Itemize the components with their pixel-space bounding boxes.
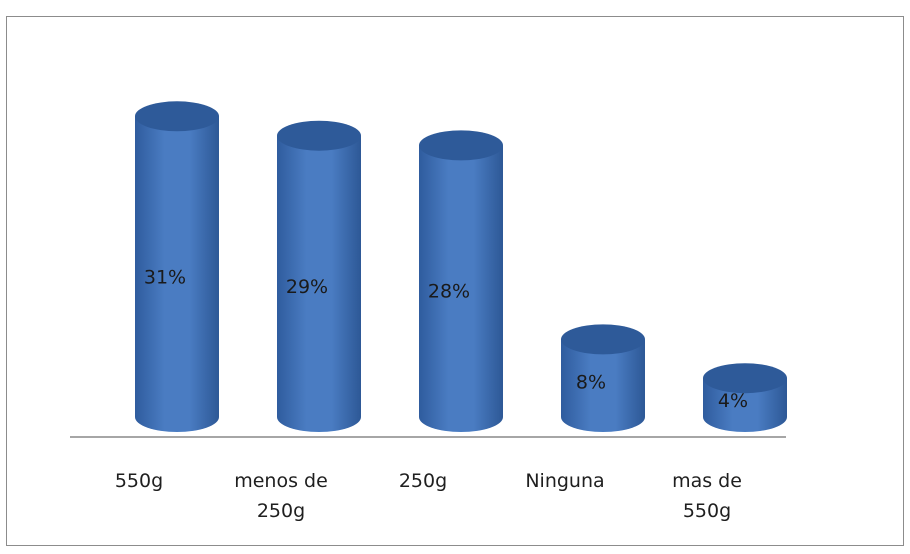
category-label: mas de 550g <box>672 470 742 522</box>
data-label: 28% <box>428 280 470 302</box>
bar-top <box>419 130 503 161</box>
bar-body <box>703 378 787 432</box>
bars-group: 31% 29% 28% 8% 4% <box>135 101 787 433</box>
category-label: menos de 250g <box>234 470 328 522</box>
data-label: 8% <box>576 372 606 394</box>
bar-body <box>419 145 503 432</box>
category-label: 250g <box>398 470 448 492</box>
data-label: 4% <box>718 390 748 412</box>
bar-body <box>135 116 219 433</box>
bar-3: 28% <box>419 130 503 432</box>
bar-top <box>135 101 219 132</box>
bar-1: 31% <box>135 101 219 433</box>
category-label: 550g <box>114 470 164 492</box>
data-label: 29% <box>286 276 328 298</box>
bar-top <box>561 324 645 355</box>
bar-5: 4% <box>703 363 787 432</box>
bar-top <box>277 120 361 151</box>
category-label: Ninguna <box>525 470 605 492</box>
bar-4: 8% <box>561 324 645 432</box>
data-label: 31% <box>144 267 186 289</box>
bar-body <box>277 135 361 432</box>
bar-2: 29% <box>277 120 361 432</box>
bar-body <box>561 339 645 432</box>
bar-top <box>703 363 787 394</box>
